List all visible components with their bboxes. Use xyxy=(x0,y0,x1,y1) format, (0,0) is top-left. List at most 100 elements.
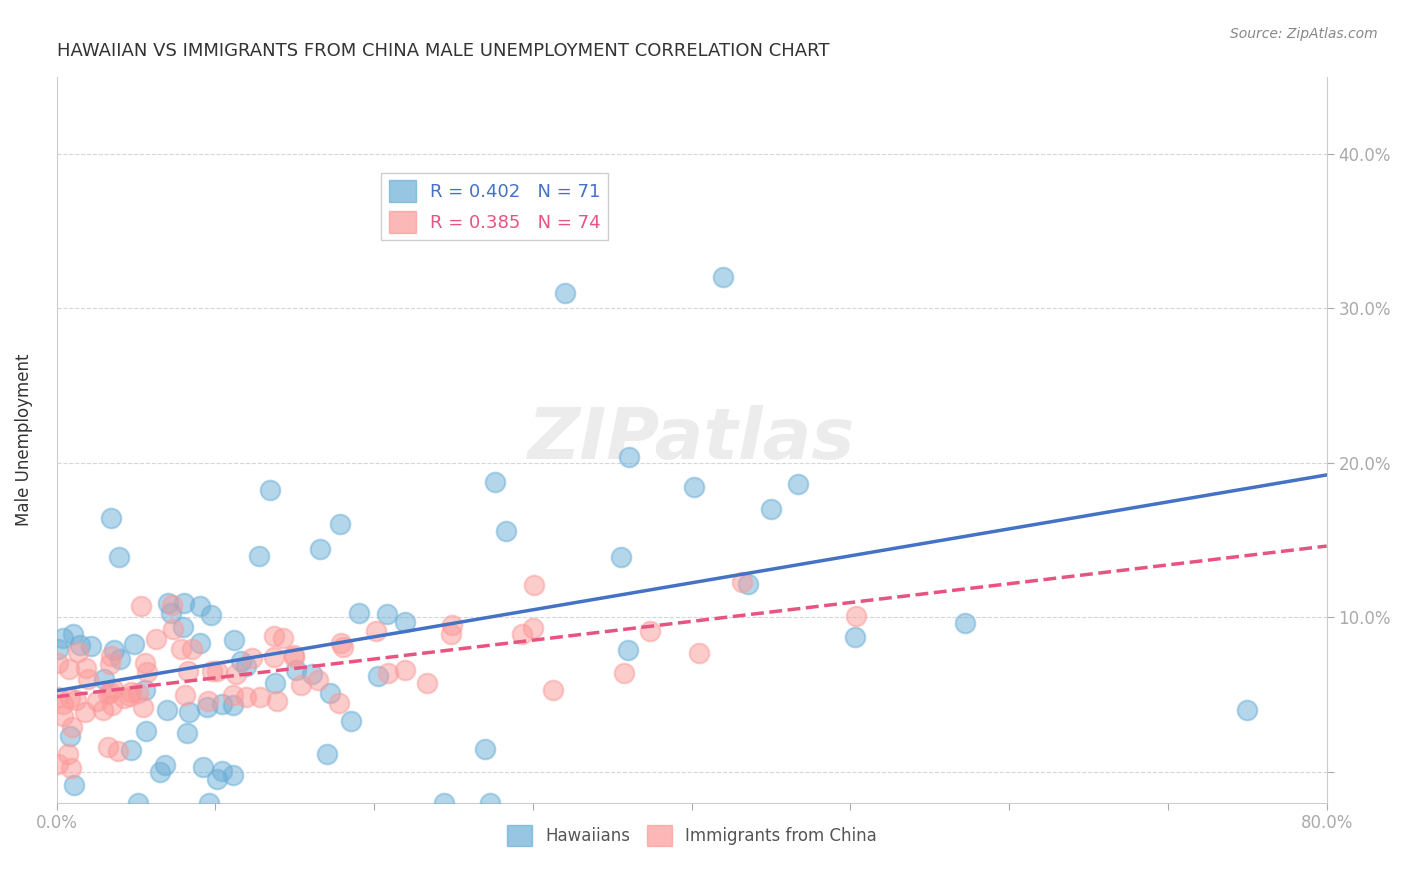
Point xyxy=(56,747,79,761)
Point xyxy=(176,726,198,740)
Point xyxy=(100,511,122,525)
Point xyxy=(329,517,352,532)
Point xyxy=(93,672,115,686)
Point xyxy=(48,657,70,671)
Point xyxy=(474,741,496,756)
Point xyxy=(98,685,121,699)
Point xyxy=(188,636,211,650)
Point xyxy=(328,697,350,711)
Y-axis label: Male Unemployment: Male Unemployment xyxy=(15,353,32,526)
Point xyxy=(112,691,135,706)
Point xyxy=(79,639,101,653)
Point xyxy=(207,772,229,787)
Point xyxy=(52,709,75,723)
Point xyxy=(510,627,533,641)
Point xyxy=(188,599,211,613)
Point xyxy=(247,549,270,563)
Point xyxy=(225,666,247,681)
Point xyxy=(377,666,399,681)
Point xyxy=(120,685,142,699)
Point xyxy=(177,705,200,719)
Point xyxy=(162,623,184,637)
Point xyxy=(59,729,82,743)
Point xyxy=(195,699,218,714)
Point xyxy=(394,663,416,677)
Point xyxy=(200,664,222,678)
Point xyxy=(62,627,84,641)
Point xyxy=(52,698,75,712)
Point xyxy=(118,689,141,703)
Text: HAWAIIAN VS IMMIGRANTS FROM CHINA MALE UNEMPLOYMENT CORRELATION CHART: HAWAIIAN VS IMMIGRANTS FROM CHINA MALE U… xyxy=(56,42,830,60)
Point xyxy=(129,599,152,614)
Point xyxy=(60,721,83,735)
Point xyxy=(134,656,156,670)
Point xyxy=(172,620,194,634)
Point xyxy=(235,690,257,704)
Point xyxy=(120,743,142,757)
Point xyxy=(433,796,456,810)
Point xyxy=(75,661,97,675)
Point xyxy=(197,694,219,708)
Point xyxy=(136,665,159,680)
Point xyxy=(198,796,221,810)
Point xyxy=(211,697,233,711)
Point xyxy=(107,744,129,758)
Point xyxy=(478,796,501,810)
Point xyxy=(330,636,353,650)
Point xyxy=(484,475,506,489)
Point xyxy=(332,640,354,654)
Point xyxy=(65,692,87,706)
Point xyxy=(127,796,149,810)
Point xyxy=(46,642,69,657)
Point xyxy=(156,703,179,717)
Point xyxy=(191,760,214,774)
Point xyxy=(132,699,155,714)
Point xyxy=(266,694,288,708)
Point xyxy=(307,673,329,688)
Point xyxy=(222,768,245,782)
Point xyxy=(235,659,257,673)
Point xyxy=(205,665,228,679)
Point xyxy=(170,642,193,657)
Point xyxy=(200,607,222,622)
Point xyxy=(283,649,305,664)
Point xyxy=(309,541,332,556)
Point xyxy=(101,682,124,697)
Point xyxy=(222,633,245,648)
Point xyxy=(759,501,782,516)
Point xyxy=(955,615,977,630)
Point xyxy=(249,690,271,705)
Point xyxy=(610,549,633,564)
Point xyxy=(145,632,167,647)
Point xyxy=(211,764,233,778)
Point xyxy=(63,778,86,792)
Point xyxy=(616,643,638,657)
Point xyxy=(283,648,305,662)
Point xyxy=(174,689,197,703)
Point xyxy=(103,643,125,657)
Point xyxy=(108,550,131,565)
Point xyxy=(316,747,339,761)
Point xyxy=(340,714,363,728)
Point xyxy=(301,667,323,681)
Point xyxy=(156,596,179,610)
Point xyxy=(73,705,96,719)
Point xyxy=(737,577,759,591)
Point xyxy=(46,690,69,705)
Point xyxy=(149,764,172,779)
Point xyxy=(375,607,398,621)
Point xyxy=(240,650,263,665)
Point xyxy=(367,669,389,683)
Point xyxy=(731,575,754,590)
Point xyxy=(160,598,183,612)
Point xyxy=(263,629,285,643)
Point xyxy=(69,638,91,652)
Point xyxy=(134,682,156,697)
Text: ZIPatlas: ZIPatlas xyxy=(529,405,855,474)
Point xyxy=(122,637,145,651)
Point xyxy=(46,757,69,772)
Point xyxy=(177,664,200,678)
Point xyxy=(440,627,463,641)
Point xyxy=(100,649,122,664)
Point xyxy=(259,483,281,497)
